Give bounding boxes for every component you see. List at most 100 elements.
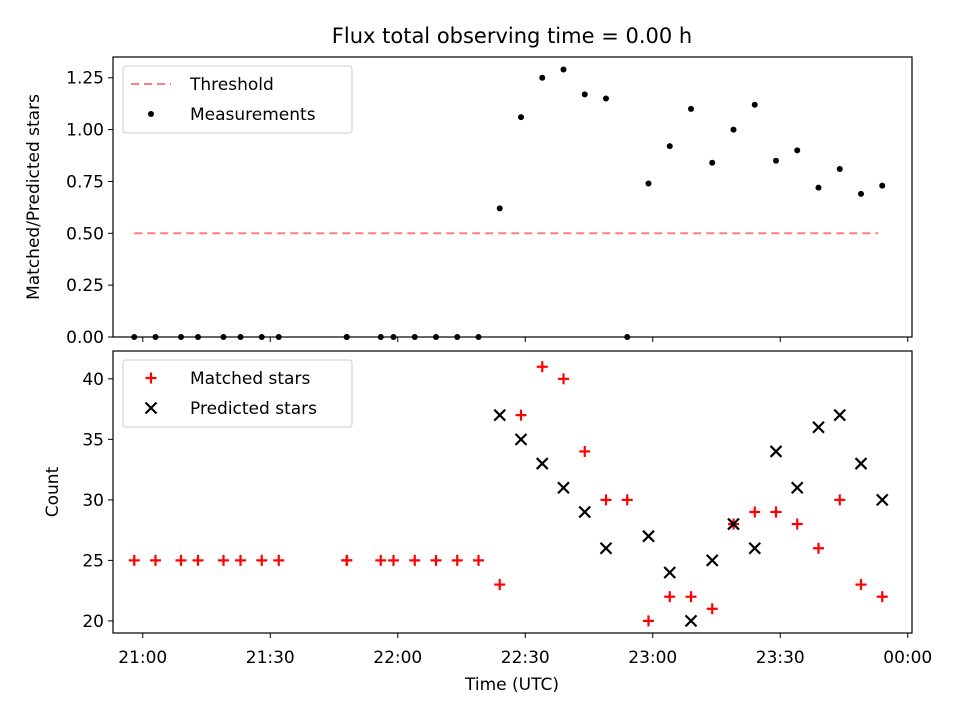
- y-tick-label: 30: [82, 491, 104, 511]
- figure-title: Flux total observing time = 0.00 h: [332, 24, 692, 48]
- y-tick-label: 25: [82, 551, 104, 571]
- matched-star-point: [175, 554, 187, 566]
- y-tick-label: 0.50: [66, 224, 104, 244]
- matched-star-point: [218, 554, 229, 566]
- x-tick-label: 22:00: [373, 648, 422, 668]
- matched-star-point: [579, 445, 591, 457]
- x-tick-label: 23:00: [628, 648, 677, 668]
- matched-star-point: [515, 409, 527, 421]
- predicted-star-point: [727, 517, 740, 531]
- matched-star-point: [749, 506, 761, 518]
- predicted-star-point: [705, 554, 719, 567]
- measurement-point: [666, 143, 673, 150]
- matched-star-point: [855, 579, 867, 591]
- predicted-star-point: [578, 505, 592, 519]
- measurement-point: [709, 159, 716, 166]
- top-y-axis-label: Matched/Predicted stars: [24, 94, 44, 300]
- matched-star-point: [430, 554, 442, 566]
- measurement-point: [560, 66, 567, 73]
- predicted-star-point: [875, 493, 889, 507]
- matched-star-point: [128, 554, 140, 566]
- matched-star-point: [558, 373, 569, 385]
- matched-star-point: [621, 494, 633, 506]
- measurement-point: [539, 74, 546, 81]
- measurement-point: [603, 95, 609, 102]
- top-panel: 0.00 0.25 0.50 0.75 1.00 1.25 Matched/Predict…: [24, 56, 913, 348]
- legend-label: Measurements: [190, 105, 316, 125]
- predicted-star-point: [599, 542, 613, 555]
- measurement-point: [836, 166, 843, 172]
- matched-star-point: [706, 603, 718, 615]
- matched-star-point: [600, 494, 612, 506]
- matched-star-point: [685, 591, 697, 603]
- legend-marker: [144, 401, 158, 415]
- predicted-star-point: [748, 542, 762, 555]
- top-legend: Threshold Measurements: [122, 65, 353, 134]
- bottom-legend: Matched stars Predicted stars: [122, 359, 353, 428]
- matched-star-point: [375, 554, 387, 566]
- legend-label: Matched stars: [190, 369, 310, 389]
- matched-star-point: [192, 554, 204, 566]
- bottom-x-ticks: 21:00 21:30 22:00 22:30 23:00 23:30 00:00: [118, 633, 932, 668]
- top-x-ticks: [142, 337, 909, 342]
- matched-star-point: [791, 518, 803, 530]
- y-tick-label: 0.75: [66, 172, 104, 192]
- matched-star-point: [451, 554, 463, 566]
- predicted-star-point: [790, 481, 804, 495]
- predicted-star-point: [663, 566, 677, 579]
- bottom-axes-frame: [112, 350, 913, 634]
- predicted-star-point: [642, 529, 655, 543]
- predicted-star-point: [833, 408, 847, 422]
- matched-star-point: [813, 542, 824, 554]
- matched-star-point: [409, 554, 421, 566]
- legend-marker: [148, 111, 154, 117]
- measurement-point: [751, 101, 758, 108]
- measurement-point: [879, 182, 886, 189]
- matched-star-point: [770, 506, 782, 518]
- predicted-star-point: [493, 408, 507, 422]
- legend-label: Threshold: [189, 75, 274, 95]
- matched-star-point: [273, 554, 285, 566]
- measurement-point: [794, 147, 801, 154]
- predicted-star-point: [535, 457, 549, 470]
- measurement-point: [688, 105, 694, 112]
- measurement-point: [581, 91, 588, 98]
- measurement-point: [518, 114, 524, 121]
- top-y-ticks: 0.00 0.25 0.50 0.75 1.00 1.25: [66, 69, 113, 348]
- matched-star-point: [664, 591, 676, 603]
- measurement-point: [645, 180, 652, 187]
- predicted-star-point: [684, 614, 698, 628]
- y-tick-label: 20: [82, 612, 104, 632]
- matched-star-point: [388, 554, 399, 566]
- legend-box: [122, 65, 353, 134]
- measurement-point: [496, 205, 503, 212]
- bottom-plot-marks: [128, 361, 889, 628]
- legend-box: [122, 359, 353, 428]
- x-tick-label: 21:00: [118, 648, 167, 668]
- bottom-panel: 20 25 30 35 40 21:00 21:30 22:00 22:30 23:00 23:3…: [43, 350, 932, 695]
- measurement-point: [730, 126, 737, 133]
- matched-star-point: [256, 554, 268, 566]
- matched-star-point: [876, 591, 888, 603]
- y-tick-label: 0.00: [66, 328, 104, 348]
- bottom-y-axis-label: Count: [43, 466, 63, 517]
- x-axis-label: Time (UTC): [464, 675, 559, 695]
- measurement-point: [773, 157, 779, 164]
- matched-star-point: [494, 579, 506, 591]
- y-tick-label: 40: [82, 370, 104, 390]
- predicted-star-point: [769, 445, 783, 458]
- matched-star-point: [536, 361, 548, 373]
- legend-marker: [145, 372, 157, 384]
- predicted-star-point: [812, 420, 825, 434]
- predicted-star-point: [557, 481, 570, 495]
- y-tick-label: 35: [82, 430, 104, 450]
- y-tick-label: 1.25: [66, 69, 104, 89]
- y-tick-label: 1.00: [66, 121, 104, 141]
- top-axes-frame: [112, 56, 913, 338]
- predicted-star-point: [514, 433, 528, 446]
- x-tick-label: 23:30: [756, 648, 805, 668]
- legend-label: Predicted stars: [190, 399, 317, 419]
- x-tick-label: 21:30: [246, 648, 295, 668]
- x-tick-label: 00:00: [883, 648, 932, 668]
